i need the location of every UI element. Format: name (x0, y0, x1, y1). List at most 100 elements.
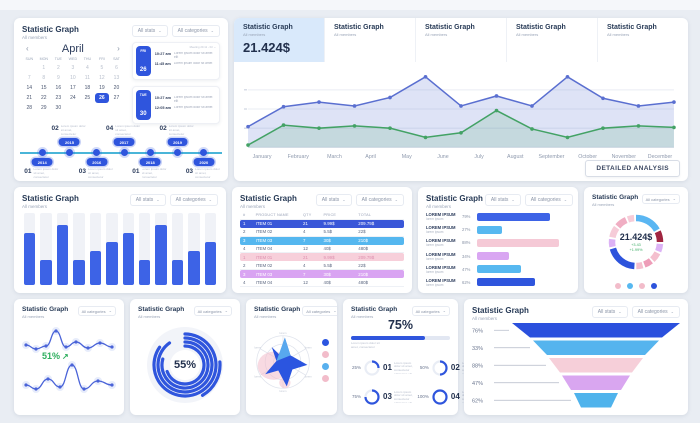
categories-dropdown[interactable]: All categories ⌄ (193, 306, 232, 316)
stats-dropdown[interactable]: All stats ⌄ (131, 25, 168, 37)
calendar-day[interactable]: 22 (41, 95, 47, 101)
calendar-day[interactable]: 19 (99, 85, 105, 91)
hbar-row: LOREM IPSUM lorem ipsum 62% (426, 278, 570, 287)
event-body: 10:27 am Lorem ipsum dolor sit amet elit 1… (155, 46, 216, 76)
calendar-day[interactable]: 5 (100, 65, 104, 71)
categories-dropdown[interactable]: All categories ⌄ (411, 306, 450, 316)
table-cell: ITEM 01 (255, 254, 273, 260)
event-list: Meeting 20.11 - Fri ⌄ FRI 26 10:27 am Lorem … (131, 42, 220, 124)
table-row[interactable]: 2 ITEM 02 4 5.5$ 22$ (240, 228, 404, 237)
calendar-day[interactable]: 24 (70, 95, 76, 101)
calendar-day[interactable]: 7 (27, 75, 31, 81)
categories-dropdown[interactable]: All categories ⌄ (302, 306, 337, 316)
svg-text:lorem: lorem (254, 345, 262, 349)
categories-dropdown[interactable]: All categories ⌄ (641, 194, 680, 204)
table-cell: ITEM 02 (255, 229, 273, 235)
calendar-day[interactable]: 23 (55, 95, 62, 101)
table-row[interactable]: 2 ITEM 02 4 5.5$ 22$ (240, 261, 404, 271)
stats-dropdown-label: All stats (135, 197, 154, 203)
calendar-day[interactable]: 17 (70, 85, 76, 91)
hbar-row: LOREM IPSUM lorem ipsum 34% (426, 252, 570, 261)
trend-value: 51% (42, 351, 61, 361)
timeline-year-badge[interactable]: 2020 (193, 158, 215, 166)
calendar-day-selected[interactable]: 26 (94, 93, 110, 103)
calendar-day[interactable]: 27 (113, 95, 120, 101)
stat-tab[interactable]: Statistic Graph All members (507, 18, 598, 62)
timeline-year-badge[interactable]: 2014 (31, 158, 53, 166)
calendar-day[interactable]: 1 (42, 65, 46, 71)
calendar-day[interactable]: 4 (86, 65, 89, 71)
stats-dropdown[interactable]: All stats ⌄ (129, 194, 166, 206)
hbar-row: LOREM IPSUM lorem ipsum 79% (426, 212, 570, 221)
progress-bar-fill (351, 336, 426, 340)
table-row[interactable]: 4 ITEM 04 12 40$ 480$ (240, 278, 404, 288)
calendar-day[interactable]: 30 (55, 105, 62, 111)
event-row: 11:45 am Lorem ipsum dolor sit amet (155, 62, 216, 70)
calendar-day[interactable]: 13 (113, 75, 120, 81)
stats-dropdown[interactable]: All stats ⌄ (484, 194, 521, 206)
calendar-day[interactable]: 18 (84, 85, 91, 91)
calendar-day[interactable]: 11 (84, 75, 90, 81)
stats-dropdown-label: All stats (137, 28, 156, 34)
table-cell: 4 (303, 229, 306, 235)
calendar-day[interactable]: 8 (42, 75, 46, 81)
categories-dropdown[interactable]: All categories ⌄ (171, 25, 220, 37)
table-cell: 4 (243, 246, 246, 251)
stat-tab[interactable]: Statistic Graph All members (598, 18, 688, 62)
categories-dropdown[interactable]: All categories ⌄ (169, 194, 218, 206)
bar-track (24, 213, 36, 285)
detailed-analysis-button[interactable]: DETAILED ANALYSIS (585, 160, 680, 177)
timeline-number: 01 (24, 168, 32, 175)
table-row[interactable]: 3 ITEM 03 7 30$ 210$ (240, 270, 404, 279)
calendar-panel: Statistic Graph All members All stats ⌄ A… (14, 18, 228, 181)
stat-tab[interactable]: Statistic Graph All members (416, 18, 507, 62)
table-row[interactable]: 1 ITEM 01 21 9.99$ 209.79$ (240, 219, 404, 228)
legend-dot-icon (615, 283, 621, 289)
calendar-day[interactable]: 2 (56, 65, 60, 71)
bar (56, 225, 69, 285)
radar-chart: lorem lorem lorem lorem lorem lorem (254, 331, 312, 393)
calendar-day[interactable]: 25 (84, 95, 91, 101)
stats-dropdown[interactable]: All stats ⌄ (591, 306, 628, 318)
prev-month-button[interactable]: ‹ (26, 44, 29, 53)
timeline-year-badge[interactable]: 2015 (59, 138, 80, 146)
event-card[interactable]: Meeting 20.11 - Fri ⌄ FRI 26 10:27 am Lorem … (131, 42, 220, 80)
calendar-day[interactable]: 6 (115, 65, 118, 71)
chevron-down-icon: ⌄ (442, 308, 446, 313)
calendar-day[interactable]: 12 (99, 75, 105, 81)
categories-dropdown[interactable]: All categories ⌄ (355, 194, 404, 206)
hbar-row: LOREM IPSUM lorem ipsum 88% (426, 238, 570, 247)
table-cell: 9.99$ (323, 221, 335, 227)
calendar-day[interactable]: 15 (41, 85, 47, 91)
calendar-day[interactable]: 14 (26, 85, 33, 91)
categories-dropdown[interactable]: All categories ⌄ (77, 306, 116, 316)
table-row[interactable]: 3 ITEM 03 7 30$ 210$ (240, 236, 404, 245)
stat-tab[interactable]: Statistic Graph All members (325, 18, 416, 62)
table-row[interactable]: 1 ITEM 01 21 9.99$ 209.79$ (240, 253, 404, 262)
table-row[interactable]: 4 ITEM 04 12 40$ 480$ (240, 245, 404, 254)
calendar-day[interactable]: 21 (26, 95, 33, 101)
stat-tab-active[interactable]: Statistic Graph All members 21.424$ (234, 18, 325, 62)
timeline-year-badge[interactable]: 2019 (167, 138, 188, 146)
table-cell: ITEM 02 (255, 262, 273, 268)
event-card[interactable]: TUE 30 10:27 am Lorem ipsum dolor sit amet … (131, 86, 220, 124)
calendar-day[interactable]: 10 (70, 75, 76, 81)
calendar-day[interactable]: 16 (55, 85, 62, 91)
event-date-badge: TUE 30 (135, 90, 151, 120)
categories-dropdown[interactable]: All categories ⌄ (631, 306, 680, 318)
categories-dropdown[interactable]: All categories ⌄ (524, 194, 574, 206)
stats-dropdown[interactable]: All stats ⌄ (315, 194, 352, 206)
timeline-dot-icon (146, 149, 154, 156)
next-month-button[interactable]: › (117, 44, 120, 53)
timeline-year-badge[interactable]: 2016 (86, 158, 108, 166)
hbar-label: LOREM IPSUM (426, 264, 456, 270)
calendar-day[interactable]: 29 (41, 105, 47, 111)
chevron-down-icon: ⌄ (208, 197, 212, 202)
calendar-day[interactable]: 20 (113, 85, 120, 91)
calendar-day[interactable]: 28 (26, 105, 33, 111)
timeline-year-badge[interactable]: 2018 (139, 158, 161, 166)
timeline-year-badge[interactable]: 2017 (113, 138, 135, 146)
gauge-arc-icon (364, 359, 380, 376)
calendar-day[interactable]: 9 (56, 75, 60, 81)
calendar-day[interactable]: 3 (71, 65, 75, 71)
